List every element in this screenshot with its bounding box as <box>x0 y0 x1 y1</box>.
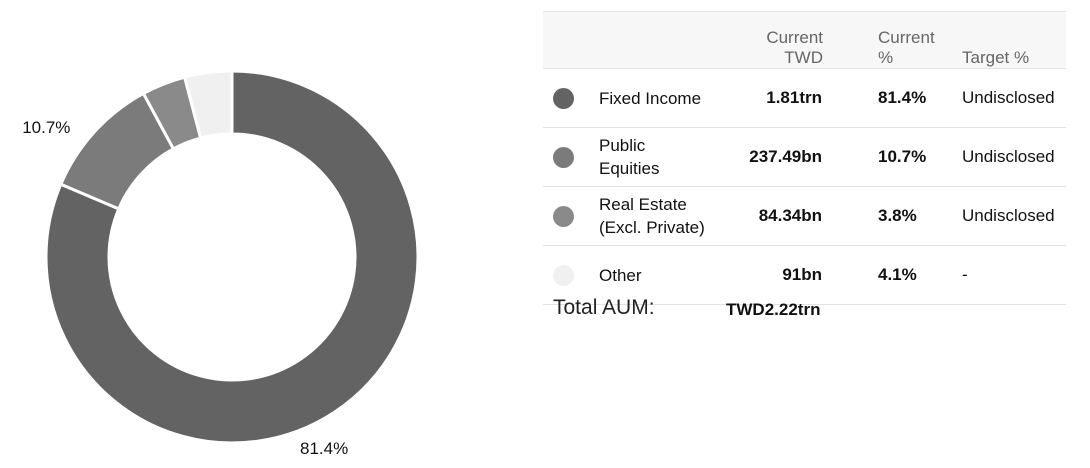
header-name <box>598 11 718 69</box>
legend-swatch-cell <box>543 186 598 246</box>
donut-labels: 81.4% 10.7% <box>22 118 348 458</box>
header-current-pct: Current% <box>823 11 948 69</box>
asset-class-name: Fixed Income <box>598 68 718 128</box>
target-pct-value: - <box>948 245 1066 305</box>
total-aum: Total AUM: TWD2.22trn <box>553 296 1073 322</box>
data-label-fixed-income: 81.4% <box>300 439 348 458</box>
current-pct-value: 4.1% <box>823 245 948 305</box>
current-pct-value: 3.8% <box>823 186 948 246</box>
target-pct-value: Undisclosed <box>948 68 1066 128</box>
data-label-public-equities: 10.7% <box>22 118 70 137</box>
current-twd-value: 237.49bn <box>718 127 823 187</box>
table-row: Public Equities 237.49bn 10.7% Undisclosed <box>543 127 1066 187</box>
donut-slices <box>44 69 420 445</box>
allocation-table-container: Current TWD Current% Target % Fixed Incom… <box>543 11 1066 305</box>
asset-class-name: Public Equities <box>598 127 718 187</box>
legend-dot <box>553 146 574 168</box>
target-pct-value: Undisclosed <box>948 127 1066 187</box>
table-header-row: Current TWD Current% Target % <box>543 11 1066 69</box>
table-row: Real Estate (Excl. Private) 84.34bn 3.8% Und… <box>543 186 1066 246</box>
current-twd-value: 84.34bn <box>718 186 823 246</box>
header-current-twd: Current TWD <box>718 11 823 69</box>
target-pct-value: Undisclosed <box>948 186 1066 246</box>
legend-swatch-cell <box>543 245 598 305</box>
legend-swatch-cell <box>543 127 598 187</box>
table-row: Fixed Income 1.81trn 81.4% Undisclosed <box>543 68 1066 128</box>
asset-class-name: Other <box>598 245 718 305</box>
slice-fixed-income <box>44 69 420 445</box>
table-row: Other 91bn 4.1% - <box>543 245 1066 305</box>
total-aum-value: TWD2.22trn <box>726 300 821 319</box>
legend-swatch-cell <box>543 68 598 128</box>
total-aum-label: Total AUM: <box>553 296 655 319</box>
asset-class-name: Real Estate (Excl. Private) <box>598 186 718 246</box>
allocation-table: Current TWD Current% Target % Fixed Incom… <box>543 11 1066 305</box>
current-twd-value: 1.81trn <box>718 68 823 128</box>
legend-dot <box>553 264 574 286</box>
header-target-pct: Target % <box>948 11 1066 69</box>
legend-dot <box>553 87 574 109</box>
table-body: Fixed Income 1.81trn 81.4% Undisclosed Publi… <box>543 68 1066 305</box>
current-twd-value: 91bn <box>718 245 823 305</box>
legend-dot <box>553 205 574 227</box>
slice-other <box>183 69 234 140</box>
header-color <box>543 11 598 69</box>
current-pct-value: 10.7% <box>823 127 948 187</box>
current-pct-value: 81.4% <box>823 68 948 128</box>
donut-chart: 81.4% 10.7% <box>22 69 420 458</box>
